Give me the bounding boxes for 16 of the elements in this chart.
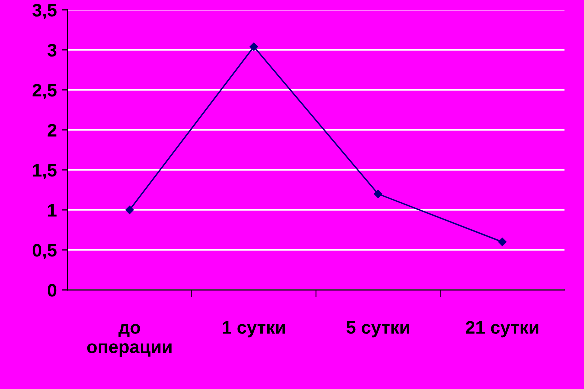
y-tick-label: 0	[48, 284, 57, 297]
y-tick-label: 3	[48, 44, 57, 57]
point	[250, 42, 258, 52]
x-tick-label: 21 сутки	[466, 321, 539, 338]
y-tick-label: 3,5	[32, 4, 57, 20]
point	[498, 238, 507, 246]
point	[126, 206, 134, 214]
x-tick-label: 5 сутки	[346, 321, 410, 338]
x-tick-label: 1 сутки	[223, 321, 286, 338]
y-tick-label: 0,5	[32, 244, 57, 260]
y-tick-label: 1,5	[33, 164, 57, 180]
y-tick-label: 2	[48, 124, 57, 137]
y-tick-label: 2,5	[32, 84, 57, 100]
y-tick-label: 1	[48, 204, 57, 217]
point	[374, 190, 382, 198]
x-tick-label: до операции	[87, 324, 172, 358]
